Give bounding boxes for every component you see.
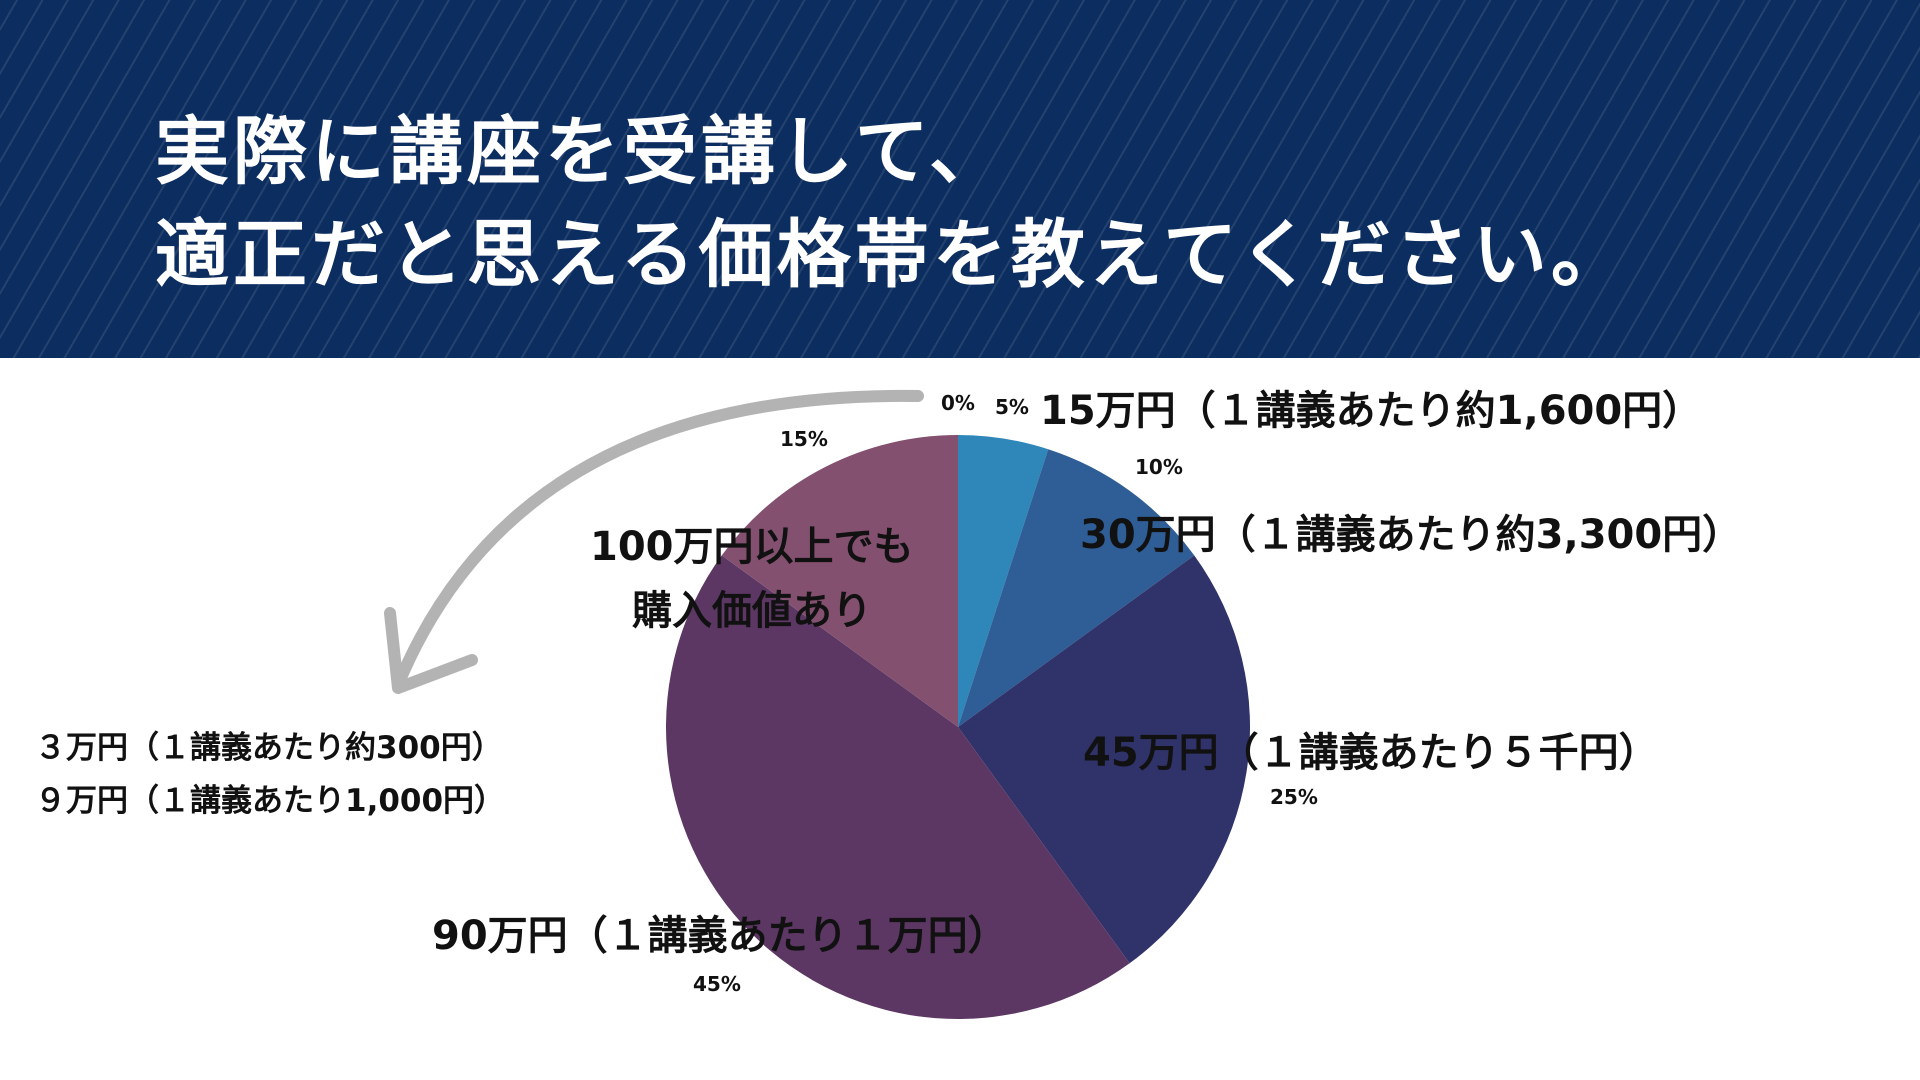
- label-45man: 45万円（１講義あたり５千円）: [1083, 730, 1659, 776]
- label-30man: 30万円（１講義あたり約3,300円）: [1080, 512, 1743, 558]
- label-9man: ９万円（１講義あたり1,000円）: [35, 783, 506, 819]
- pie-slice-0: [958, 435, 1049, 727]
- percent-label-25: 25%: [1270, 785, 1318, 809]
- pie-slice-2: [958, 555, 1250, 964]
- title-line-2: 適正だと思える価格帯を教えてください。: [155, 212, 1629, 298]
- pie-slice-3: [665, 555, 1130, 1020]
- title-line-1: 実際に講座を受講して、: [155, 109, 1008, 195]
- pie-slices: [665, 435, 1250, 1020]
- percent-label-10: 10%: [1135, 455, 1183, 479]
- header-banner: 実際に講座を受講して、 適正だと思える価格帯を教えてください。: [0, 0, 1920, 358]
- curved-arrow-shaft: [392, 389, 924, 691]
- label-90man: 90万円（１講義あたり１万円）: [432, 913, 1008, 959]
- label-3man: ３万円（１講義あたり約300円）: [35, 730, 503, 766]
- pie-slice-4: [721, 435, 958, 727]
- percent-label-15: 15%: [780, 427, 828, 451]
- label-100man-line1: 100万円以上でも: [590, 524, 914, 570]
- curved-arrow: [384, 389, 924, 694]
- percent-label-0: 0%: [941, 391, 975, 415]
- label-15man: 15万円（１講義あたり約1,600円）: [1040, 388, 1703, 434]
- percent-label-5: 5%: [995, 395, 1029, 419]
- curved-arrow-head: [384, 607, 478, 694]
- pie-slice-1: [958, 449, 1195, 727]
- percent-label-45: 45%: [693, 972, 741, 996]
- label-100man-line2: 購入価値あり: [632, 588, 872, 634]
